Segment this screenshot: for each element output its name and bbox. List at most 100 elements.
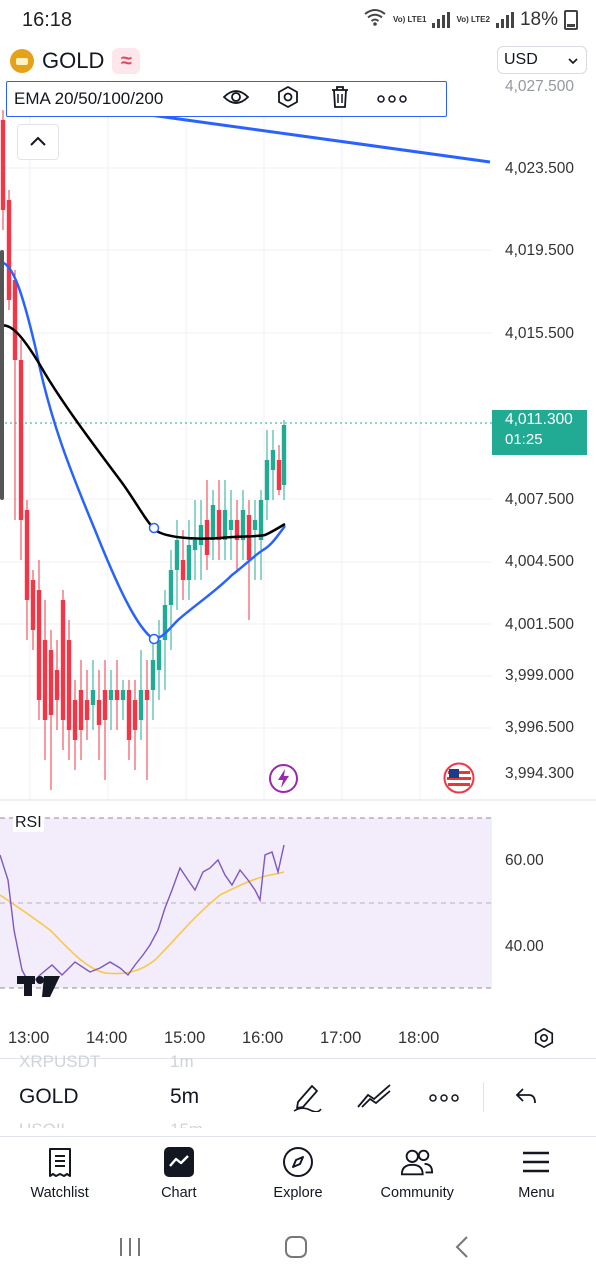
indicator-legend[interactable]: EMA 20/50/100/200 — [6, 81, 447, 117]
currency-value: USD — [504, 51, 538, 68]
more-dots-icon — [377, 90, 407, 108]
candle-body — [114, 690, 120, 700]
candle-body — [30, 580, 36, 630]
toolbar-mask — [0, 1128, 596, 1136]
delete-button[interactable] — [320, 82, 360, 116]
time-label: 17:00 — [320, 1029, 362, 1047]
network-1-label: Vo) LTE1 — [393, 15, 427, 24]
indicator-label[interactable]: EMA 20/50/100/200 — [14, 89, 164, 108]
battery-percent: 18% — [519, 9, 558, 30]
nav-watchlist-label: Watchlist — [30, 1185, 89, 1201]
candle-body — [138, 690, 144, 720]
home-button[interactable] — [284, 1235, 308, 1264]
candle-body — [36, 590, 42, 700]
candle-body — [18, 360, 24, 520]
price-label: 4,001.500 — [505, 616, 574, 633]
settings-button[interactable] — [268, 82, 308, 116]
ema-line-black — [0, 324, 286, 540]
candle-body — [234, 520, 240, 540]
candle-body — [192, 540, 198, 550]
scroll-indicator — [0, 250, 4, 500]
symbol-wheel-current[interactable]: GOLD — [19, 1085, 79, 1108]
gold-symbol-icon — [10, 49, 34, 73]
candle-body — [48, 650, 54, 715]
candle-body — [156, 640, 162, 670]
compass-icon — [281, 1145, 315, 1179]
chart-icon — [162, 1145, 196, 1179]
candle-body — [168, 570, 174, 605]
candle-body — [144, 690, 150, 700]
interval-wheel-current[interactable]: 5m — [170, 1085, 200, 1108]
nav-menu-label: Menu — [518, 1185, 555, 1201]
ema-cross-marker — [148, 633, 160, 645]
more-button[interactable] — [372, 82, 412, 116]
candle-body — [54, 670, 60, 700]
eye-icon — [222, 88, 250, 111]
candle-body — [180, 560, 186, 580]
trend-tool-button[interactable] — [354, 1080, 394, 1116]
candle-body — [72, 700, 78, 740]
chart-settings-button[interactable] — [533, 1027, 555, 1054]
price-label: 4,019.500 — [505, 242, 574, 259]
nav-explore-label: Explore — [273, 1185, 323, 1201]
ema-line-blue — [0, 260, 286, 640]
symbol-wheel-prev[interactable]: XRPUSDT — [19, 1052, 101, 1071]
signal-1-icon — [432, 12, 451, 28]
nav-menu[interactable]: Menu — [477, 1137, 596, 1215]
chart-grid — [0, 80, 492, 800]
chevron-up-icon — [30, 133, 46, 151]
candle-body — [186, 545, 192, 580]
candle-body — [60, 600, 66, 720]
settings-hexagon-icon — [276, 85, 300, 114]
settings-hexagon-icon — [533, 1027, 555, 1053]
candle-body — [216, 510, 222, 540]
nav-explore[interactable]: Explore — [238, 1137, 357, 1215]
status-time: 16:18 — [22, 9, 73, 31]
market-wave-icon[interactable]: ≈ — [112, 48, 141, 74]
time-label: 15:00 — [164, 1029, 206, 1047]
pencil-icon — [292, 1080, 322, 1117]
interval-wheel-prev[interactable]: 1m — [170, 1052, 194, 1071]
collapse-legend-button[interactable] — [17, 124, 59, 160]
price-label: 4,004.500 — [505, 553, 574, 570]
chevron-down-icon — [568, 51, 578, 69]
trash-icon — [330, 85, 350, 114]
candle-body — [90, 690, 96, 705]
recent-apps-button[interactable] — [118, 1236, 142, 1263]
candle-body — [84, 700, 90, 720]
rsi-label[interactable]: RSI — [13, 814, 44, 832]
symbol-header[interactable]: GOLD ≈ — [10, 46, 141, 76]
nav-chart-label: Chart — [161, 1185, 197, 1201]
candle-body — [276, 460, 282, 490]
candle-body — [96, 700, 102, 725]
last-price-tag: 4,011.300 01:25 — [492, 410, 587, 455]
price-label: 4,007.500 — [505, 491, 574, 508]
undo-button[interactable] — [506, 1080, 546, 1116]
divider — [0, 1136, 596, 1137]
nav-chart[interactable]: Chart — [119, 1137, 238, 1215]
currency-select[interactable]: USD — [497, 46, 587, 74]
price-label: 4,023.500 — [505, 160, 574, 177]
battery-icon — [564, 10, 578, 30]
time-label: 18:00 — [398, 1029, 440, 1047]
watchlist-icon — [43, 1145, 77, 1179]
nav-community[interactable]: Community — [358, 1137, 477, 1215]
candle-body — [174, 540, 180, 570]
price-chart[interactable] — [0, 0, 596, 1060]
trend-lines-icon — [356, 1083, 392, 1114]
price-label: 3,994.300 — [505, 765, 574, 782]
nav-watchlist[interactable]: Watchlist — [0, 1137, 119, 1215]
back-button[interactable] — [454, 1235, 470, 1264]
visibility-button[interactable] — [216, 82, 256, 116]
event-flash-icon[interactable] — [268, 763, 299, 799]
candle-body — [198, 525, 204, 545]
us-flag-event-icon[interactable] — [443, 762, 475, 799]
wifi-icon — [363, 8, 387, 32]
symbol-name[interactable]: GOLD — [42, 48, 105, 73]
more-tools-button[interactable] — [424, 1080, 464, 1116]
price-label: 3,999.000 — [505, 667, 574, 684]
price-label: 4,015.500 — [505, 325, 574, 342]
network-2-label: Vo) LTE2 — [456, 15, 490, 24]
nav-community-label: Community — [380, 1185, 454, 1201]
drawing-tool-button[interactable] — [287, 1080, 327, 1116]
